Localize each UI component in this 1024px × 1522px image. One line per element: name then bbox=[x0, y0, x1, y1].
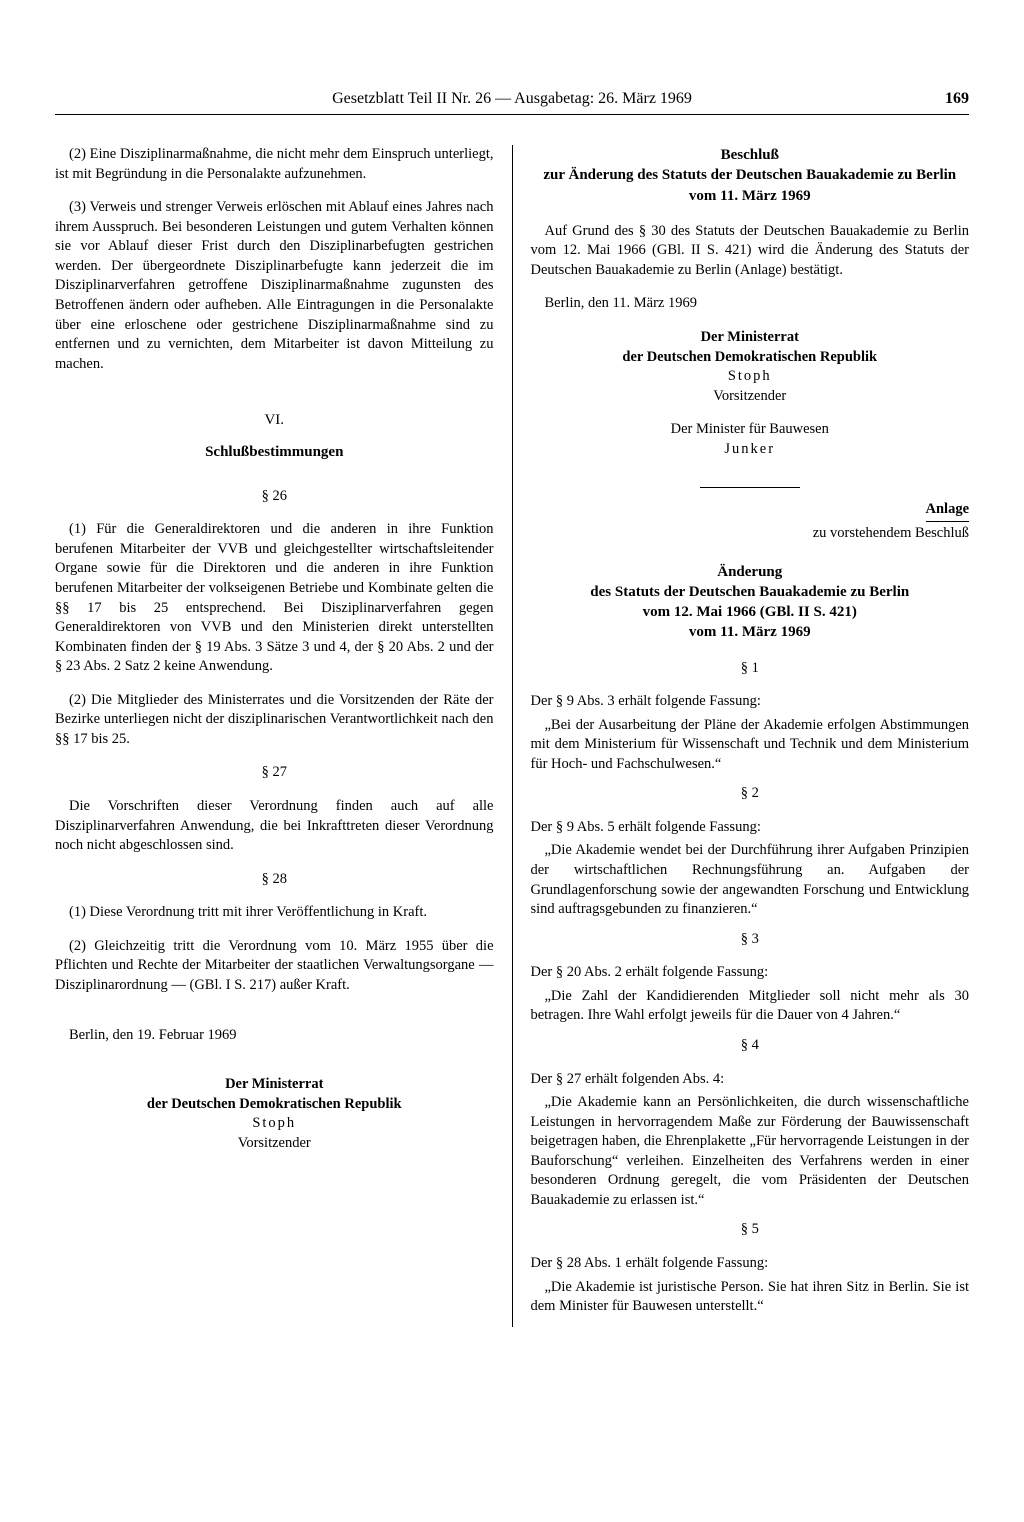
page: Gesetzblatt Teil II Nr. 26 — Ausgabetag:… bbox=[0, 0, 1024, 1522]
anlage-heading: Anlage bbox=[531, 500, 970, 522]
r-section-3: § 3 bbox=[531, 930, 970, 950]
sig-role: Vorsitzender bbox=[55, 1134, 494, 1154]
page-number: 169 bbox=[909, 90, 969, 108]
left-para-3: (3) Verweis und strenger Verweis erlösch… bbox=[55, 198, 494, 374]
s5-lead: Der § 28 Abs. 1 erhält folgende Fassung: bbox=[531, 1254, 970, 1274]
sig-line-2: der Deutschen Demokratischen Republik bbox=[55, 1095, 494, 1115]
section-28: § 28 bbox=[55, 870, 494, 890]
anlage-heading-text: Anlage bbox=[926, 500, 970, 522]
s1-text: „Bei der Ausarbeitung der Pläne der Akad… bbox=[531, 716, 970, 775]
ch-title-4: vom 11. März 1969 bbox=[531, 622, 970, 642]
sig-a-role: Vorsitzender bbox=[531, 387, 970, 407]
section-roman-vi: VI. bbox=[55, 410, 494, 430]
right-signature-a: Der Ministerrat der Deutschen Demokratis… bbox=[531, 328, 970, 406]
header-title: Gesetzblatt Teil II Nr. 26 — Ausgabetag:… bbox=[115, 90, 909, 108]
sig-b-1: Der Minister für Bauwesen bbox=[531, 420, 970, 440]
s4-lead: Der § 27 erhält folgenden Abs. 4: bbox=[531, 1070, 970, 1090]
left-signature-block: Der Ministerrat der Deutschen Demokratis… bbox=[55, 1075, 494, 1153]
page-header: Gesetzblatt Teil II Nr. 26 — Ausgabetag:… bbox=[55, 90, 969, 115]
para-27: Die Vorschriften dieser Verordnung finde… bbox=[55, 797, 494, 856]
anlage-divider bbox=[700, 487, 800, 488]
section-27: § 27 bbox=[55, 763, 494, 783]
anlage-sub: zu vorstehendem Beschluß bbox=[531, 524, 970, 544]
sig-a-name: Stoph bbox=[531, 367, 970, 387]
left-para-2: (2) Eine Disziplinarmaßnahme, die nicht … bbox=[55, 145, 494, 184]
r-section-4: § 4 bbox=[531, 1036, 970, 1056]
left-column: (2) Eine Disziplinarmaßnahme, die nicht … bbox=[55, 145, 513, 1327]
title-date: vom 11. März 1969 bbox=[531, 186, 970, 206]
sig-name: Stoph bbox=[55, 1114, 494, 1134]
ch-title-1: Änderung bbox=[531, 562, 970, 582]
section-heading-schluss: Schlußbestimmungen bbox=[55, 442, 494, 462]
ch-title-3: vom 12. Mai 1966 (GBl. II S. 421) bbox=[531, 602, 970, 622]
title-line-2: zur Änderung des Statuts der Deutschen B… bbox=[531, 165, 970, 185]
s1-lead: Der § 9 Abs. 3 erhält folgende Fassung: bbox=[531, 692, 970, 712]
left-place-date: Berlin, den 19. Februar 1969 bbox=[55, 1026, 494, 1046]
right-signature-b: Der Minister für Bauwesen Junker bbox=[531, 420, 970, 459]
s2-text: „Die Akademie wendet bei der Durchführun… bbox=[531, 841, 970, 919]
sig-line-1: Der Ministerrat bbox=[55, 1075, 494, 1095]
para-26-1: (1) Für die Generaldirektoren und die an… bbox=[55, 520, 494, 677]
r-section-1: § 1 bbox=[531, 659, 970, 679]
right-column: Beschluß zur Änderung des Statuts der De… bbox=[513, 145, 970, 1327]
s4-text: „Die Akademie kann an Persönlichkeiten, … bbox=[531, 1093, 970, 1210]
content-columns: (2) Eine Disziplinarmaßnahme, die nicht … bbox=[55, 145, 969, 1327]
beschluss-intro: Auf Grund des § 30 des Statuts der Deuts… bbox=[531, 222, 970, 281]
right-place-date: Berlin, den 11. März 1969 bbox=[531, 294, 970, 314]
section-26: § 26 bbox=[55, 487, 494, 507]
ch-title-2: des Statuts der Deutschen Bauakademie zu… bbox=[531, 582, 970, 602]
sig-a-1: Der Ministerrat bbox=[531, 328, 970, 348]
s3-text: „Die Zahl der Kandidierenden Mitglieder … bbox=[531, 987, 970, 1026]
s2-lead: Der § 9 Abs. 5 erhält folgende Fassung: bbox=[531, 818, 970, 838]
aenderung-title: Änderung des Statuts der Deutschen Bauak… bbox=[531, 562, 970, 643]
s5-text: „Die Akademie ist juristische Person. Si… bbox=[531, 1278, 970, 1317]
para-26-2: (2) Die Mitglieder des Ministerrates und… bbox=[55, 691, 494, 750]
r-section-5: § 5 bbox=[531, 1220, 970, 1240]
sig-a-2: der Deutschen Demokratischen Republik bbox=[531, 348, 970, 368]
para-28-2: (2) Gleichzeitig tritt die Verordnung vo… bbox=[55, 937, 494, 996]
s3-lead: Der § 20 Abs. 2 erhält folgende Fassung: bbox=[531, 963, 970, 983]
r-section-2: § 2 bbox=[531, 784, 970, 804]
para-28-1: (1) Diese Verordnung tritt mit ihrer Ver… bbox=[55, 903, 494, 923]
title-line-1: Beschluß bbox=[531, 145, 970, 165]
beschluss-title: Beschluß zur Änderung des Statuts der De… bbox=[531, 145, 970, 206]
sig-b-name: Junker bbox=[531, 440, 970, 460]
